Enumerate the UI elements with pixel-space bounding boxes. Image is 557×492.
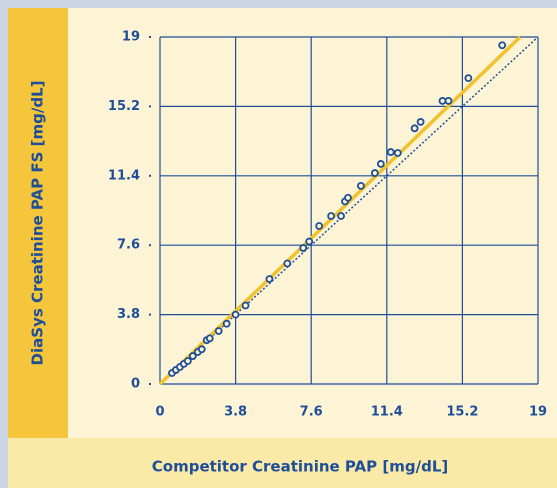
- point: [416, 118, 425, 126]
- x-axis-label: Competitor Creatinine PAP [mg/dL]: [152, 458, 448, 476]
- y-tick-label: 3.8: [117, 307, 140, 322]
- point: [188, 352, 197, 360]
- point: [357, 181, 365, 190]
- y-tick-label: 0: [131, 377, 140, 392]
- point: [376, 160, 385, 168]
- y-tick-label: 11.4: [108, 168, 140, 183]
- point: [283, 259, 292, 268]
- point: [315, 222, 324, 230]
- point: [337, 212, 345, 220]
- x-label-panel: [8, 438, 557, 488]
- point: [327, 212, 335, 220]
- point: [299, 244, 308, 252]
- y-tick-label: 19: [122, 30, 140, 45]
- x-tick-label: 3.8: [224, 405, 247, 420]
- point: [183, 357, 192, 365]
- y-tick-label: 7.6: [117, 238, 140, 253]
- point: [205, 334, 214, 343]
- point: [498, 41, 507, 50]
- point: [444, 97, 453, 105]
- point: [393, 149, 402, 157]
- point: [222, 319, 231, 328]
- point: [231, 310, 240, 319]
- x-tick-label: 15.2: [446, 405, 478, 420]
- x-tick-label: 19: [529, 405, 547, 420]
- point: [344, 193, 352, 202]
- x-tick-label: 11.4: [371, 405, 403, 420]
- y-tick-label: 15.2: [108, 99, 140, 114]
- x-tick-label: 7.6: [300, 405, 323, 420]
- point: [197, 345, 206, 354]
- point: [410, 124, 419, 133]
- x-tick-label: 0: [155, 405, 164, 420]
- point: [370, 169, 379, 177]
- y-axis-label: DiaSys Creatinine PAP FS [mg/dL]: [29, 81, 47, 366]
- line: [159, 36, 539, 385]
- point: [305, 237, 314, 246]
- point: [265, 275, 274, 283]
- point: [214, 327, 223, 335]
- point: [241, 301, 250, 310]
- point: [386, 148, 395, 156]
- point: [464, 74, 473, 82]
- line: [158, 35, 522, 386]
